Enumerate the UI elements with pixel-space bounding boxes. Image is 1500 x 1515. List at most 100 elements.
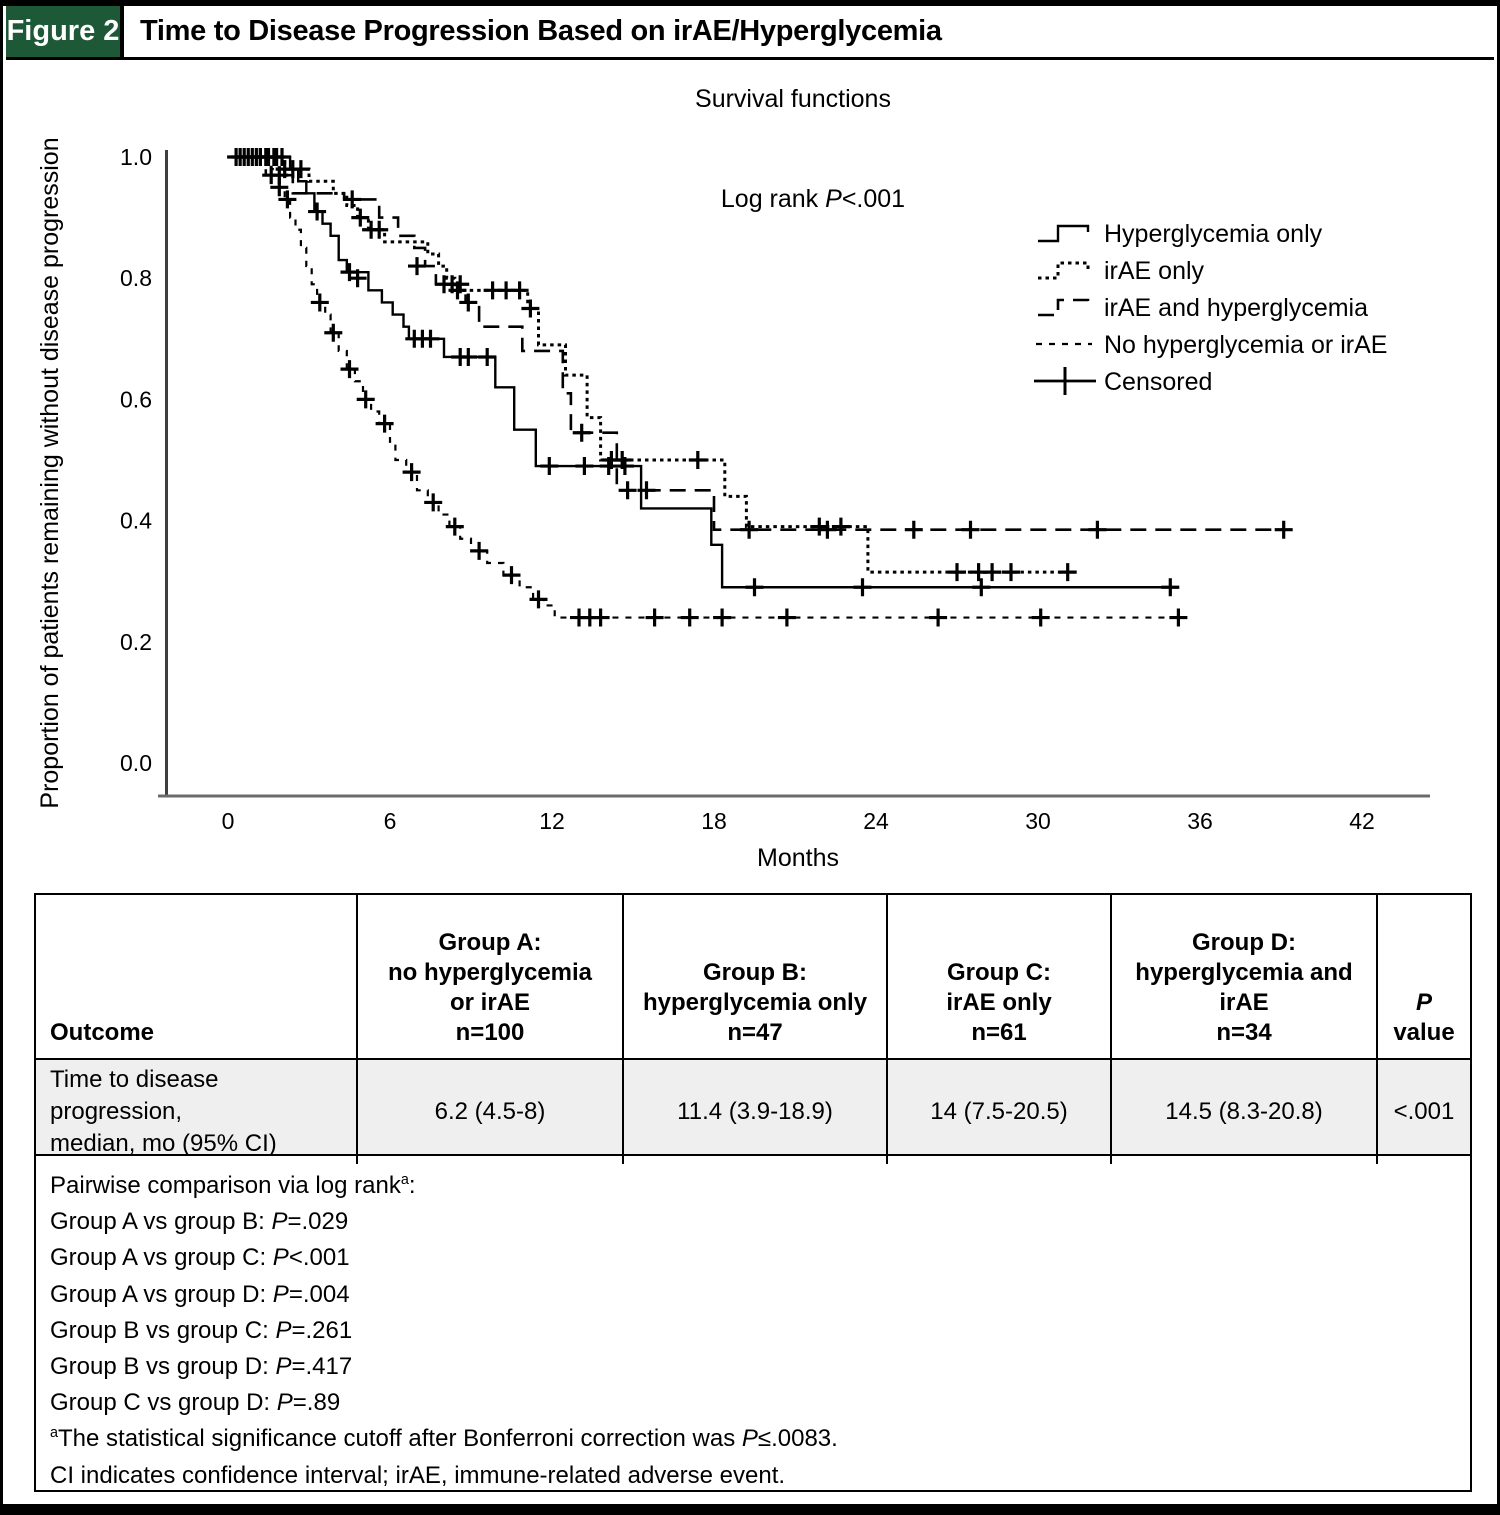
y-tick-label: 0.6 [120,386,152,412]
footnote-line-8: CI indicates confidence interval; irAE, … [50,1461,786,1489]
censor-mark [572,423,591,442]
censor-mark [402,463,421,482]
censor-mark [1088,520,1107,539]
censor-mark [615,457,634,476]
value-cell-4: <.001 [1393,1098,1455,1125]
censor-mark [904,520,923,539]
censor-mark [972,578,991,597]
censor-mark [618,481,637,500]
x-tick-label: 6 [384,808,397,834]
y-axis-ticks: 1.0 0.8 0.6 0.4 0.2 0.0 [120,144,152,776]
header-line: n=34 [1216,1019,1272,1046]
footnote-line-3: Group A vs group D: P=.004 [50,1280,350,1308]
figure-number-label: Figure 2 [6,15,120,47]
censor-mark [948,563,966,582]
censor-mark [275,160,294,179]
censor-mark [645,608,664,627]
censor-mark [502,566,521,585]
censor-mark [278,190,297,209]
figure-number-tab: Figure 2 [6,6,124,57]
value-cell-3: 14.5 (8.3-20.8) [1112,1060,1378,1164]
censor-mark [713,608,732,627]
header-cell-3: Group C: irAE only n=61 [888,895,1112,1058]
header-line: Group B: [703,959,807,986]
censor-mark [324,323,343,342]
outcome-table: Outcome Group A: no hyperglycemia or irAE n=… [34,893,1472,1492]
legend-label: irAE only [1104,257,1205,285]
header-line: n=61 [971,1019,1027,1046]
header-line: n=47 [727,1019,783,1046]
legend-line-icon [1038,224,1090,243]
footnote-line-7: aThe statistical significance cutoff aft… [50,1425,838,1453]
censor-mark [1274,520,1293,539]
log-rank-annotation: Log rank P<.001 [721,185,905,213]
table-data-row: Time to disease progression, median, mo (… [36,1060,1470,1164]
censor-mark [340,360,359,379]
chart-area: Survival functions Log rank P<.001 1.0 0.8 0… [6,60,1500,893]
header-line: P value [1393,989,1455,1046]
footnote-line-5: Group B vs group D: P=.417 [50,1353,353,1381]
axes [158,150,1430,798]
legend-label: irAE and hyperglycemia [1104,294,1368,322]
series-line-no_hyperglycemia_or_irae [228,155,1179,619]
table-footnotes: Pairwise comparison via log ranka: Group … [36,1156,1470,1494]
censor-mark [591,608,610,627]
header-cell-0: Outcome [36,895,358,1058]
x-axis-label: Months [757,844,839,872]
x-tick-label: 42 [1349,808,1375,834]
censor-mark [478,347,497,366]
censor-mark [1058,563,1077,582]
censor-mark [810,517,829,536]
legend-label: Censored [1104,368,1212,396]
x-tick-label: 36 [1187,808,1213,834]
y-tick-label: 0.8 [120,265,152,291]
censor-mark [983,563,1002,582]
censor-mark [599,457,618,476]
censor-mark [308,202,327,221]
figure-header: Figure 2 Time to Disease Progression Bas… [6,6,1494,60]
table-header-row: Outcome Group A: no hyperglycemia or irAE n=… [36,895,1470,1060]
header-cell-1: Group A: no hyperglycemia or irAE n=100 [358,895,624,1058]
censor-mark [351,208,370,227]
x-tick-label: 30 [1025,808,1051,834]
header-line: irAE only [946,989,1052,1016]
value-cell-0: 6.2 (4.5-8) [358,1060,624,1164]
x-tick-label: 24 [863,808,889,834]
outcome-line: Time to disease progression, [50,1066,219,1125]
censor-mark [1002,563,1020,582]
bottom-border-bar [3,1504,1497,1515]
censor-mark [445,517,464,536]
header-line: hyperglycemia only [642,989,868,1016]
footnote-line-4: Group B vs group C: P=.261 [50,1316,353,1344]
y-tick-label: 1.0 [120,144,152,170]
censor-mark [521,299,540,318]
footnote-line-2: Group A vs group C: P<.001 [50,1244,350,1272]
censor-mark [740,520,759,539]
y-tick-label: 0.0 [120,750,152,776]
censor-mark [370,220,389,239]
header-line: no hyperglycemia [387,959,593,986]
header-line: n=100 [455,1019,525,1046]
censor-mark [831,517,850,536]
censor-mark [929,608,948,627]
censor-mark [777,608,796,627]
top-border-bar [3,0,1497,6]
header-line: Outcome [50,1019,155,1046]
legend-line-icon [1038,298,1090,317]
footnote-line-1: Group A vs group B: P=.029 [50,1208,349,1236]
header-line: Group A: [438,929,542,956]
censor-mark [421,329,440,348]
km-survival-chart: Survival functions Log rank P<.001 1.0 0.8 0… [36,85,1430,872]
legend-entry-censor: Censored [1034,367,1212,396]
censor-mark [408,257,426,276]
header-cell-2: Group B: hyperglycemia only n=47 [624,895,888,1058]
header-cell-5: P value [1378,895,1470,1058]
censor-mark [459,347,478,366]
censor-mark [540,457,559,476]
header-cell-4: Group D: hyperglycemia and irAE n=34 [1112,895,1378,1058]
censor-mark [424,493,443,512]
censor-mark [310,293,329,312]
header-line: hyperglycemia and [1135,959,1353,986]
footnote-line-0: Pairwise comparison via log ranka: [50,1172,416,1199]
x-axis-ticks: 0 6 12 18 24 30 36 42 [222,808,1375,834]
